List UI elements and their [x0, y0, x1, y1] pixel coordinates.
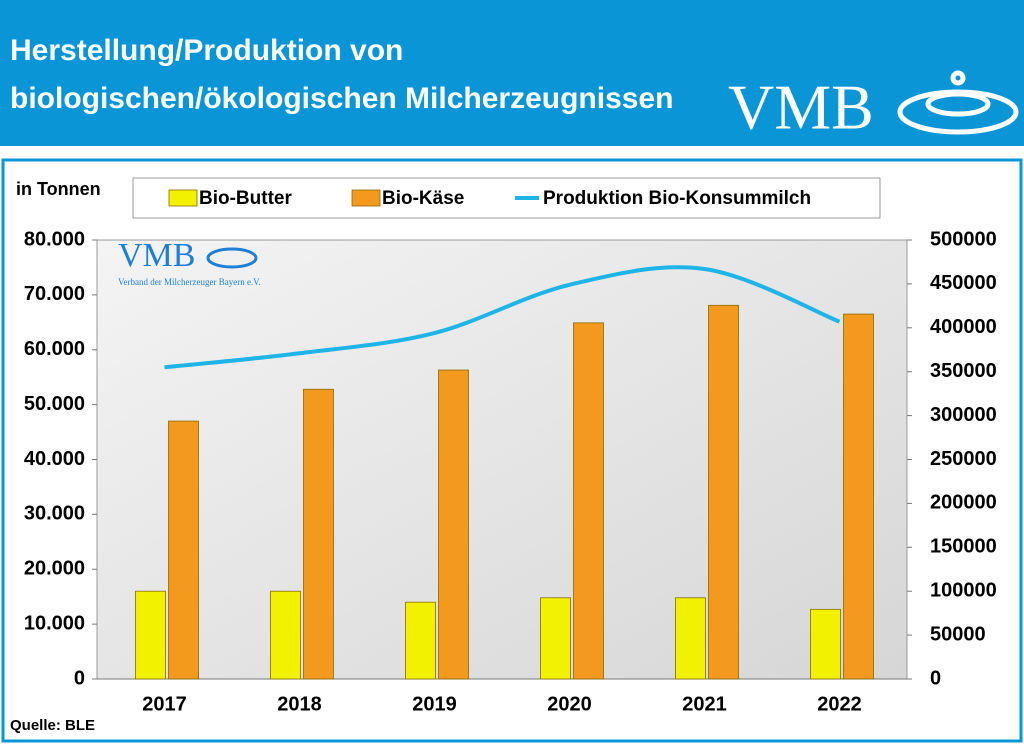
y2-tick-label: 0	[930, 667, 941, 689]
y-tick-label: 70.000	[24, 283, 85, 305]
legend-label: Bio-Käse	[382, 188, 464, 209]
plot-area	[96, 239, 908, 680]
bar	[438, 369, 469, 680]
x-tick-label: 2018	[277, 693, 322, 715]
bar	[168, 420, 199, 680]
logo-icon	[897, 70, 1019, 135]
x-tick-label: 2019	[412, 693, 457, 715]
y2-tick-label: 400000	[930, 316, 997, 338]
bar	[270, 590, 301, 680]
x-tick-label: 2020	[547, 693, 592, 715]
legend-swatch	[168, 189, 198, 207]
bar	[675, 597, 706, 680]
y-tick-label: 10.000	[24, 612, 85, 634]
y-tick-label: 30.000	[24, 503, 85, 525]
y-tick-label: 60.000	[24, 338, 85, 360]
y2-tick-label: 450000	[930, 272, 997, 294]
y2-tick-label: 250000	[930, 448, 997, 470]
line	[164, 265, 841, 370]
y2-tick-label: 350000	[930, 360, 997, 382]
y2-tick-label: 100000	[930, 579, 997, 601]
header-band	[0, 0, 1024, 146]
source: Quelle: BLE	[10, 717, 95, 734]
watermark-subtitle: Verband der Milcherzeuger Bayern e.V.	[118, 277, 261, 287]
bar	[843, 313, 874, 680]
x-tick-label: 2017	[142, 693, 187, 715]
bar	[573, 322, 604, 680]
bar	[708, 304, 739, 680]
legend-swatch	[351, 189, 381, 207]
logo-text: VMB	[728, 72, 874, 143]
x-tick-label: 2021	[682, 693, 727, 715]
chart-title: biologischen/ökologischen Milcherzeugnis…	[10, 82, 673, 115]
bar	[810, 608, 841, 680]
legend-label: Produktion Bio-Konsummilch	[543, 188, 811, 209]
y-tick-label: 20.000	[24, 558, 85, 580]
legend-label: Bio-Butter	[199, 188, 292, 209]
y2-tick-label: 50000	[930, 623, 986, 645]
y2-tick-label: 150000	[930, 536, 997, 558]
y2-tick-label: 300000	[930, 404, 997, 426]
y-axis-label: in Tonnen	[16, 179, 101, 199]
y2-tick-label: 500000	[930, 228, 997, 250]
chart-title: Herstellung/Produktion von	[10, 34, 403, 67]
y-tick-label: 40.000	[24, 448, 85, 470]
x-tick-label: 2022	[817, 693, 862, 715]
legend	[132, 177, 881, 219]
bar	[135, 590, 166, 680]
watermark: VMB	[118, 237, 195, 274]
bar	[540, 597, 571, 680]
y-tick-label: 80.000	[24, 228, 85, 250]
bar	[303, 388, 334, 680]
y-tick-label: 50.000	[24, 393, 85, 415]
y-tick-label: 0	[74, 667, 85, 689]
y2-tick-label: 200000	[930, 492, 997, 514]
bar	[405, 601, 436, 680]
watermark-icon	[206, 247, 258, 269]
